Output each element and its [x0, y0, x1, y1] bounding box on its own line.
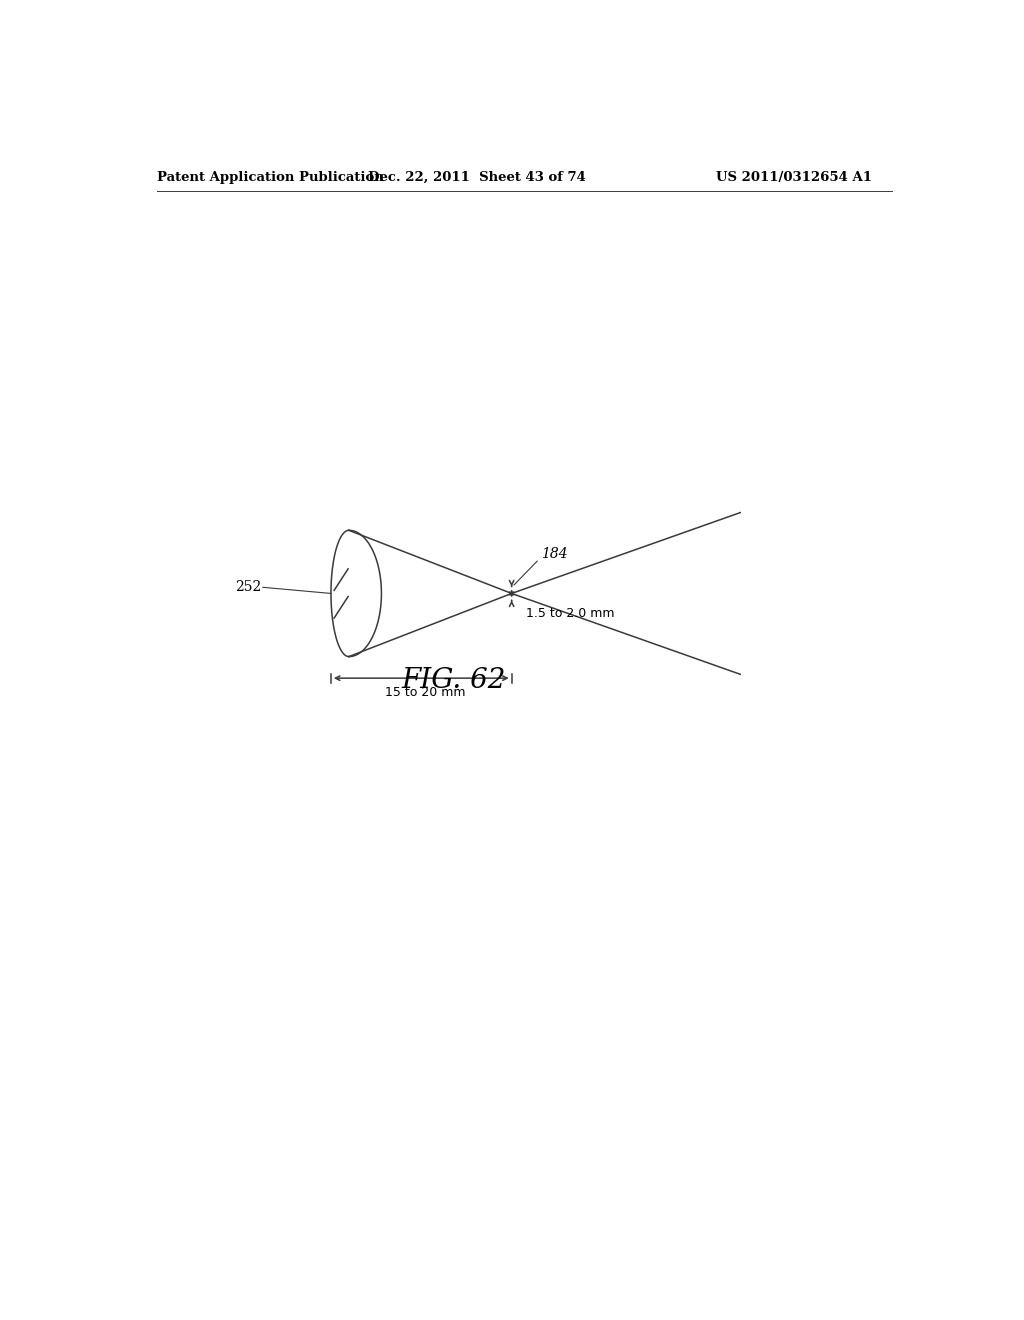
Text: Dec. 22, 2011  Sheet 43 of 74: Dec. 22, 2011 Sheet 43 of 74: [368, 172, 586, 185]
Text: 1.5 to 2.0 mm: 1.5 to 2.0 mm: [525, 607, 614, 620]
Text: 15 to 20 mm: 15 to 20 mm: [385, 686, 466, 698]
Text: 184: 184: [541, 546, 567, 561]
Text: FIG. 62: FIG. 62: [401, 667, 506, 694]
Text: US 2011/0312654 A1: US 2011/0312654 A1: [716, 172, 872, 185]
Text: Patent Application Publication: Patent Application Publication: [158, 172, 384, 185]
Text: 252: 252: [236, 581, 261, 594]
